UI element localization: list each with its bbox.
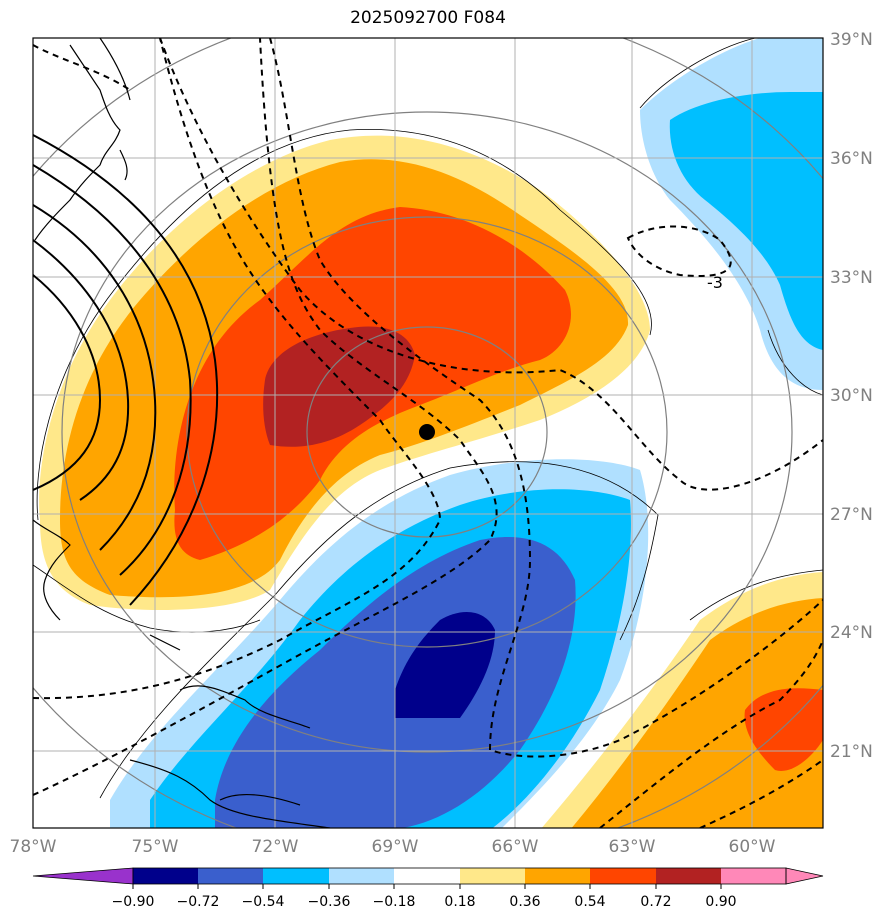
positive-anomaly-level4 [263,326,415,447]
lon-label: 69°W [372,837,419,857]
colorbar-swatch [394,868,460,884]
colorbar-swatch [721,868,786,884]
colorbar-swatch [329,868,394,884]
graticule [33,38,823,828]
negative-anomaly-ne-level2 [669,92,823,350]
lon-label: 60°W [729,837,776,857]
longitude-labels: 78°W 75°W 72°W 69°W 66°W 63°W 60°W [10,837,776,857]
colorbar-label: 0.54 [574,894,605,910]
distance-rings [33,38,823,828]
colorbar-extend-high [785,867,824,885]
latitude-labels: 39°N 36°N 33°N 30°N 27°N 24°N 21°N [830,30,873,762]
map-frame [32,37,824,829]
colorbar-label: −0.72 [177,894,220,910]
contour-label: -3 [707,273,723,292]
lat-label: 39°N [830,30,873,50]
lat-label: 36°N [830,149,873,169]
dashed-contours [33,38,823,828]
lon-label: 78°W [10,837,57,857]
map-title: 2025092700 F084 [350,8,506,28]
colorbar-extend-low [32,867,134,885]
positive-anomaly-se-level2 [571,598,823,828]
colorbar-swatch [460,868,525,884]
colorbar-swatch [198,868,263,884]
lon-label: 63°W [609,837,656,857]
lat-label: 21°N [830,742,873,762]
anomaly-outline-contours [33,38,823,799]
lat-label: 24°N [830,623,873,643]
lon-label: 75°W [132,837,179,857]
colorbar-label: 0.72 [640,894,671,910]
solid-contours [33,134,219,606]
lat-label: 33°N [830,268,873,288]
lat-label: 27°N [830,505,873,525]
colorbar-label: 0.36 [509,894,540,910]
colorbar-label: −0.54 [242,894,285,910]
colorbar-label: −0.90 [112,894,155,910]
lon-label: 72°W [252,837,299,857]
negative-anomaly-level4 [395,611,495,718]
colorbar: −0.90 −0.72 −0.54 −0.36 −0.18 0.18 0.36 … [32,867,824,910]
map-area: -3 [33,38,823,828]
colorbar-label: 0.90 [705,894,736,910]
colorbar-swatch [656,868,721,884]
colorbar-swatch [133,868,198,884]
lon-label: 66°W [492,837,539,857]
colorbar-label: −0.36 [308,894,351,910]
lat-label: 30°N [830,386,873,406]
coastline [33,38,331,828]
colorbar-swatch [590,868,656,884]
colorbar-label: 0.18 [444,894,475,910]
colorbar-swatch [263,868,329,884]
storm-center-marker [419,424,435,440]
colorbar-label: −0.18 [373,894,416,910]
colorbar-swatch [525,868,590,884]
